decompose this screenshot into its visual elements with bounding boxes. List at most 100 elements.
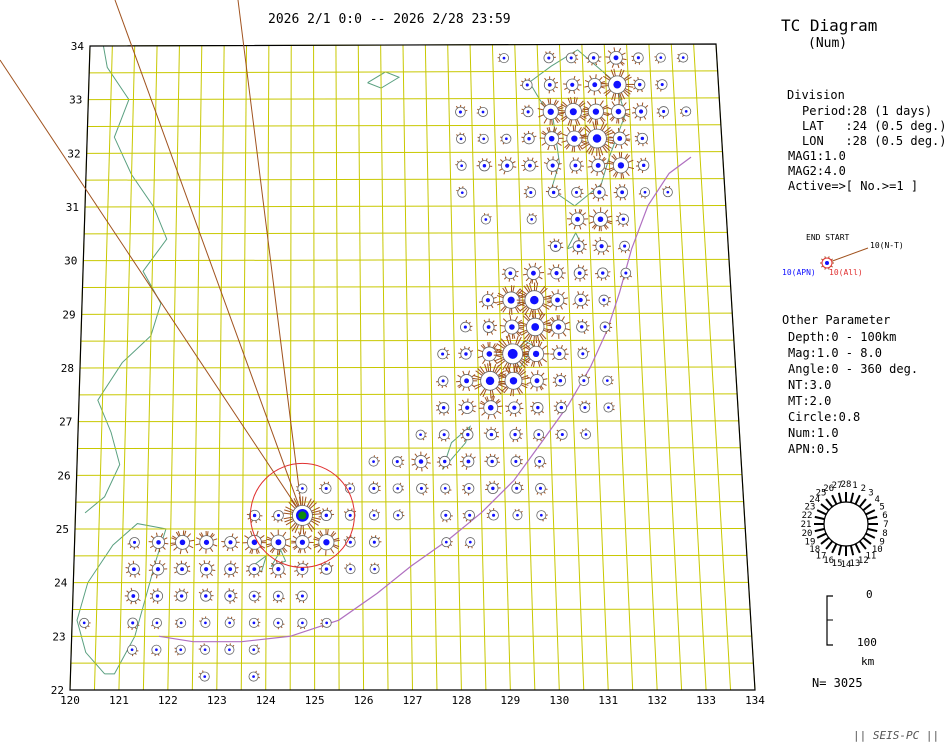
cell-glyph (391, 455, 405, 469)
x-tick-label: 128 (451, 694, 471, 707)
cell-center-dot (442, 459, 447, 464)
cell-center-dot (555, 297, 560, 303)
cell-center-dot (396, 487, 399, 490)
cell-center-dot (599, 244, 604, 249)
cell-center-dot (179, 648, 183, 652)
cell-center-dot (602, 298, 606, 302)
clock-dial (823, 501, 869, 547)
cell-glyph (534, 456, 547, 469)
cell-glyph (486, 508, 499, 521)
cell-center-dot (583, 406, 587, 410)
cell-glyph (543, 50, 556, 64)
swarm-center-dot (298, 511, 307, 520)
clock-tick (862, 536, 872, 545)
clock-day-label: 8 (882, 529, 887, 539)
cell-glyph (79, 617, 91, 630)
cell-center-dot (252, 648, 256, 652)
cell-glyph (291, 531, 314, 554)
cell-glyph (343, 535, 356, 548)
cell-glyph (296, 617, 308, 630)
legend-apn-label: 10(APN) (782, 268, 816, 277)
legend-nt-label: 10(N-T) (870, 241, 904, 250)
cell-glyph (149, 588, 164, 604)
legend-end-start: END START (806, 233, 850, 242)
cell-center-dot (666, 190, 670, 194)
cell-glyph (679, 106, 692, 117)
x-tick-label: 130 (549, 694, 569, 707)
cell-center-dot (204, 594, 208, 598)
legend-center-dot (825, 261, 829, 265)
cell-glyph (248, 670, 260, 682)
cell-center-dot (486, 351, 493, 357)
cell-center-dot (547, 82, 552, 87)
cell-center-dot (584, 433, 588, 436)
cell-center-dot (605, 379, 609, 383)
cell-glyph (631, 102, 649, 121)
cell-center-dot (613, 80, 622, 89)
cell-center-dot (578, 297, 583, 303)
cell-glyph (510, 454, 523, 467)
cell-center-dot (276, 594, 280, 598)
cell-glyph (635, 157, 650, 174)
clock-tick (849, 545, 855, 556)
clock-day-label: 10 (872, 545, 883, 555)
cell-glyph (483, 426, 500, 441)
y-tick-label: 33 (69, 94, 82, 107)
cell-glyph (440, 483, 452, 495)
cell-center-dot (324, 486, 328, 491)
cell-glyph (598, 294, 611, 308)
cell-center-dot (203, 648, 207, 652)
cell-center-dot (641, 163, 646, 168)
division-mag1: MAG1:1.0 (788, 149, 846, 163)
cell-glyph (437, 347, 450, 360)
cell-glyph (546, 289, 568, 311)
clock-tick (837, 545, 843, 556)
cell-glyph (576, 319, 590, 335)
cell-glyph (572, 291, 590, 310)
cell-glyph (498, 365, 529, 397)
x-tick-label: 127 (403, 694, 423, 707)
clock-tick (858, 498, 867, 508)
cell-glyph (571, 185, 584, 198)
cell-glyph (599, 321, 613, 334)
clock-tick (831, 543, 838, 554)
cell-glyph (368, 455, 380, 467)
cell-center-dot (441, 379, 445, 383)
cell-glyph (609, 127, 631, 149)
cell-center-dot (486, 325, 491, 329)
cell-center-dot (276, 567, 281, 572)
cell-center-dot (180, 567, 184, 572)
grid-line-lat (79, 393, 738, 396)
clock-day-label: 13 (849, 559, 860, 569)
other-nt: NT:3.0 (788, 378, 832, 392)
cell-center-dot (547, 56, 551, 60)
y-tick-label: 23 (52, 630, 65, 643)
cell-glyph (493, 335, 532, 373)
clock-tick (820, 503, 830, 512)
cell-center-dot (348, 513, 352, 517)
cell-center-dot (508, 271, 513, 276)
cell-center-dot (576, 244, 581, 249)
cell-center-dot (324, 513, 329, 518)
clock-day-label: 22 (802, 511, 813, 521)
y-tick-label: 31 (66, 201, 79, 214)
clock-tick (831, 494, 838, 505)
cell-glyph (436, 455, 452, 470)
cell-glyph (543, 156, 562, 175)
cell-glyph (501, 267, 519, 282)
cell-center-dot (574, 190, 579, 194)
cell-glyph (561, 125, 588, 153)
cell-glyph (455, 104, 468, 118)
cell-glyph (478, 395, 503, 420)
cell-center-dot (301, 621, 304, 625)
cell-center-dot (615, 108, 622, 115)
cell-center-dot (569, 56, 573, 60)
cell-glyph (511, 481, 524, 494)
cell-glyph (577, 373, 591, 386)
cell-center-dot (300, 594, 304, 598)
cell-glyph (606, 99, 631, 124)
other-heading: Other Parameter (782, 313, 891, 327)
clock-day-label: 27 (832, 481, 843, 491)
x-tick-label: 133 (696, 694, 716, 707)
cell-glyph (603, 402, 615, 413)
